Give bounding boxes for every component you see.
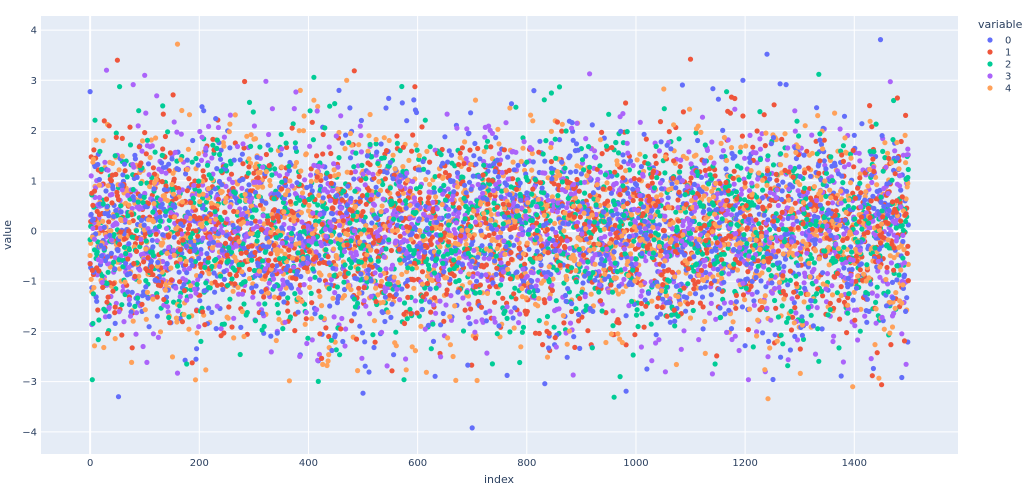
y-tick-label: 1 <box>31 176 37 187</box>
legend-marker-icon <box>987 61 993 67</box>
x-tick-label: 1200 <box>732 458 757 469</box>
legend-label: 3 <box>1005 72 1011 83</box>
x-tick-label: 600 <box>408 458 427 469</box>
legend-marker-icon <box>987 85 993 91</box>
y-tick-label: 4 <box>31 26 37 37</box>
legend-label: 4 <box>1005 84 1011 95</box>
legend-item-1[interactable]: 1 <box>987 48 1011 59</box>
legend-title: variable <box>978 18 1023 31</box>
data-points <box>87 37 911 431</box>
legend-marker-icon <box>987 37 993 43</box>
legend-marker-icon <box>987 49 993 55</box>
y-tick-label: −2 <box>22 327 37 338</box>
legend-item-4[interactable]: 4 <box>987 84 1011 95</box>
x-tick-label: 0 <box>87 458 93 469</box>
x-tick-label: 1000 <box>623 458 648 469</box>
legend-item-2[interactable]: 2 <box>987 60 1011 71</box>
x-tick-label: 200 <box>190 458 209 469</box>
y-tick-label: −4 <box>22 427 37 438</box>
legend-label: 0 <box>1005 36 1011 47</box>
legend-label: 1 <box>1005 48 1011 59</box>
legend-item-0[interactable]: 0 <box>987 36 1011 47</box>
y-tick-label: 2 <box>31 126 37 137</box>
x-axis-ticks: 0 200 400 600 800 1000 1200 1400 <box>87 458 867 469</box>
y-axis-ticks: 4 3 2 1 0 −1 −2 −3 −4 <box>22 26 37 439</box>
y-tick-label: −3 <box>22 377 37 388</box>
y-axis-title: value <box>1 220 14 250</box>
y-tick-label: 3 <box>31 76 37 87</box>
x-tick-label: 400 <box>299 458 318 469</box>
x-tick-label: 800 <box>517 458 536 469</box>
legend-item-3[interactable]: 3 <box>987 72 1011 83</box>
x-axis-title: index <box>484 473 515 486</box>
legend-marker-icon <box>987 73 993 79</box>
x-tick-label: 1400 <box>842 458 867 469</box>
y-tick-label: 0 <box>31 226 37 237</box>
y-tick-label: −1 <box>22 277 37 288</box>
legend-label: 2 <box>1005 60 1011 71</box>
